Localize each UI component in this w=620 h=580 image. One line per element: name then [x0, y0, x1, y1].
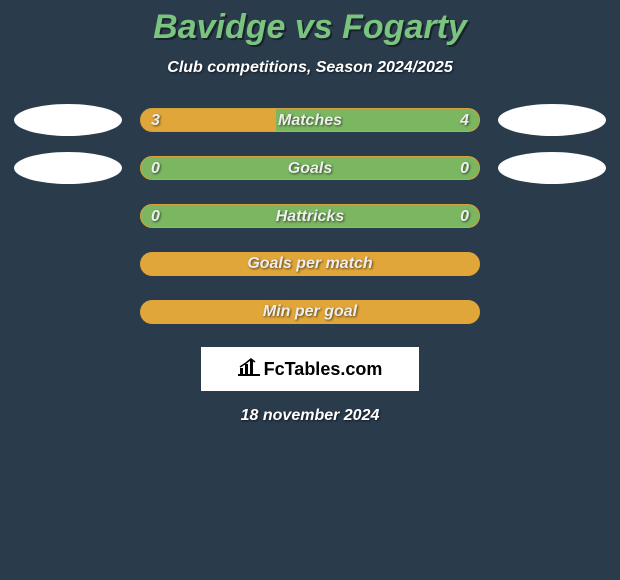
stat-label: Hattricks — [141, 205, 479, 228]
bar-chart-icon — [238, 358, 260, 381]
spacer — [14, 248, 122, 280]
stat-bar: Min per goal — [140, 300, 480, 324]
team-marker-right — [498, 104, 606, 136]
team-marker-left — [14, 104, 122, 136]
stat-label: Goals per match — [140, 252, 480, 276]
stat-label: Matches — [141, 109, 479, 132]
stat-row: Min per goal — [0, 299, 620, 325]
team-marker-right — [498, 152, 606, 184]
stat-label: Min per goal — [140, 300, 480, 324]
brand-label: FcTables.com — [264, 359, 383, 380]
stat-label: Goals — [141, 157, 479, 180]
page-subtitle: Club competitions, Season 2024/2025 — [0, 59, 620, 77]
spacer — [498, 200, 606, 232]
spacer — [14, 200, 122, 232]
page-title: Bavidge vs Fogarty — [0, 8, 620, 47]
stat-row: 00Goals — [0, 155, 620, 181]
stat-bar: 00Hattricks — [140, 204, 480, 228]
stat-row: 00Hattricks — [0, 203, 620, 229]
spacer — [498, 296, 606, 328]
stat-rows: 34Matches 00Goals 00Hattricks Goals per mat… — [0, 107, 620, 325]
spacer — [498, 248, 606, 280]
stat-bar: 34Matches — [140, 108, 480, 132]
stat-bar: 00Goals — [140, 156, 480, 180]
team-marker-left — [14, 152, 122, 184]
brand-logo-box[interactable]: FcTables.com — [201, 347, 419, 391]
date-label: 18 november 2024 — [0, 407, 620, 425]
spacer — [14, 296, 122, 328]
stat-bar: Goals per match — [140, 252, 480, 276]
stat-row: Goals per match — [0, 251, 620, 277]
stats-card: Bavidge vs Fogarty Club competitions, Se… — [0, 0, 620, 425]
stat-row: 34Matches — [0, 107, 620, 133]
